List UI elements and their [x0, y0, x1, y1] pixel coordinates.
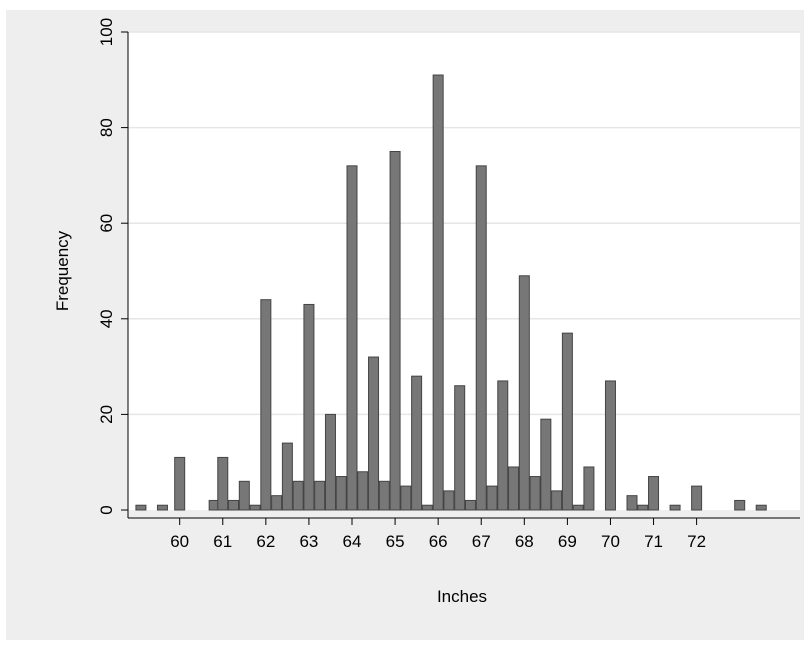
histogram-bar	[529, 476, 541, 511]
histogram-bar	[281, 442, 293, 511]
histogram-bar	[324, 413, 336, 511]
histogram-bar	[303, 303, 315, 511]
histogram-bar	[249, 504, 261, 511]
histogram-bar	[421, 504, 433, 511]
histogram-bar	[734, 499, 746, 511]
histogram-bar	[464, 499, 476, 511]
histogram-bar	[604, 380, 616, 511]
x-tick-label: 64	[343, 532, 362, 551]
histogram-bar	[551, 490, 563, 511]
histogram-bar	[432, 74, 444, 511]
histogram-bar	[443, 490, 455, 511]
histogram-bar	[357, 471, 369, 511]
histogram-bar	[389, 151, 401, 511]
bars	[135, 74, 767, 511]
histogram-bar	[314, 480, 326, 511]
y-axis-ticks: 0 20 40 60 80 100	[97, 18, 128, 515]
x-tick-label: 63	[299, 532, 318, 551]
x-tick-label: 70	[601, 532, 620, 551]
histogram-bar	[400, 485, 412, 511]
x-tick-label: 61	[213, 532, 232, 551]
histogram-bar	[271, 495, 283, 511]
histogram-bar	[497, 380, 509, 511]
histogram-bar	[518, 275, 530, 511]
histogram-bar	[335, 476, 347, 511]
x-axis-title: Inches	[437, 587, 487, 606]
y-tick-label: 60	[97, 214, 116, 233]
histogram-bar	[572, 504, 584, 511]
x-tick-label: 71	[644, 532, 663, 551]
histogram-bar	[346, 165, 358, 511]
x-axis-ticks: 60 61 62 63 64 65 66 67 68 69 70 71 72	[170, 518, 706, 551]
y-axis-title: Frequency	[53, 230, 72, 311]
histogram-bar	[454, 385, 466, 511]
y-tick-label: 0	[97, 505, 116, 514]
histogram-bar	[260, 299, 272, 511]
x-tick-label: 62	[256, 532, 275, 551]
histogram-bar	[228, 499, 240, 511]
y-tick-label: 100	[97, 18, 116, 46]
histogram-bar	[540, 418, 552, 511]
histogram-bar	[411, 375, 423, 511]
histogram-bar	[508, 466, 520, 511]
histogram-bar	[561, 332, 573, 511]
histogram-bar	[217, 456, 229, 511]
x-tick-label: 60	[170, 532, 189, 551]
histogram-bar	[156, 504, 168, 511]
histogram-bar	[691, 485, 703, 511]
x-tick-label: 65	[386, 532, 405, 551]
histogram-bar	[648, 476, 660, 511]
histogram-bar	[378, 480, 390, 511]
histogram-bar	[292, 480, 304, 511]
x-tick-label: 72	[687, 532, 706, 551]
x-tick-label: 68	[515, 532, 534, 551]
x-tick-label: 69	[558, 532, 577, 551]
histogram-bar	[755, 504, 767, 511]
histogram-bar	[368, 356, 380, 511]
histogram-bar	[583, 466, 595, 511]
histogram-bar	[238, 480, 250, 511]
y-tick-label: 80	[97, 118, 116, 137]
histogram-bar	[486, 485, 498, 511]
x-tick-label: 66	[429, 532, 448, 551]
histogram-bar	[475, 165, 487, 511]
x-tick-label: 67	[472, 532, 491, 551]
histogram-bar	[135, 504, 147, 511]
histogram-bar	[626, 495, 638, 511]
histogram-bar	[637, 504, 649, 511]
histogram-bar	[174, 456, 186, 511]
histogram-bar	[669, 504, 681, 511]
y-tick-label: 20	[97, 405, 116, 424]
y-tick-label: 40	[97, 309, 116, 328]
